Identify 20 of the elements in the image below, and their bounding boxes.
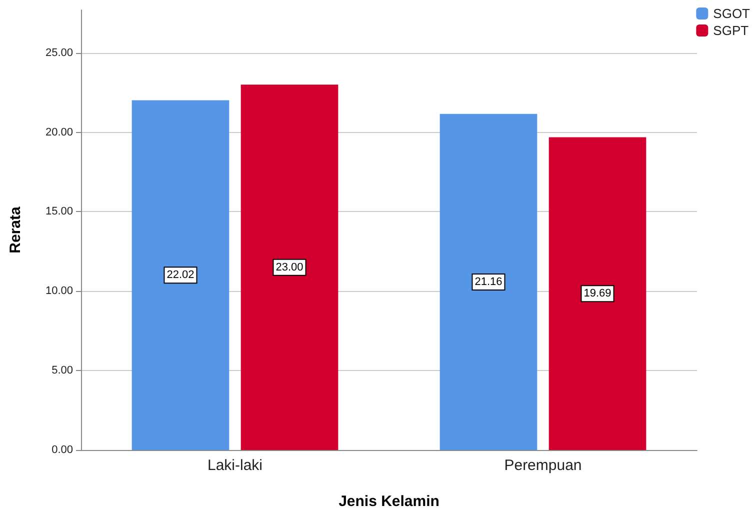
x-tick-label: Perempuan xyxy=(504,457,582,474)
legend-label: SGPT xyxy=(713,23,749,38)
y-tick-label: 20.00 xyxy=(45,126,73,138)
y-axis-title: Rerata xyxy=(7,206,24,254)
y-tick-label: 25.00 xyxy=(45,46,73,59)
y-tick-label: 15.00 xyxy=(45,206,73,218)
bar xyxy=(440,114,538,450)
bar xyxy=(132,100,230,450)
bar xyxy=(548,137,646,450)
y-tick-label: 5.00 xyxy=(52,364,73,377)
y-tick-label: 10.00 xyxy=(45,285,73,298)
data-label: 21.16 xyxy=(474,276,502,288)
data-label: 22.02 xyxy=(166,269,194,282)
y-tick-label: 0.00 xyxy=(52,444,73,456)
x-axis-title: Jenis Kelamin xyxy=(338,493,440,510)
x-tick-label: Laki-laki xyxy=(207,457,263,474)
data-label: 23.00 xyxy=(276,261,304,274)
bar xyxy=(240,84,338,450)
legend-label: SGOT xyxy=(713,6,750,21)
data-label: 19.69 xyxy=(584,288,612,300)
